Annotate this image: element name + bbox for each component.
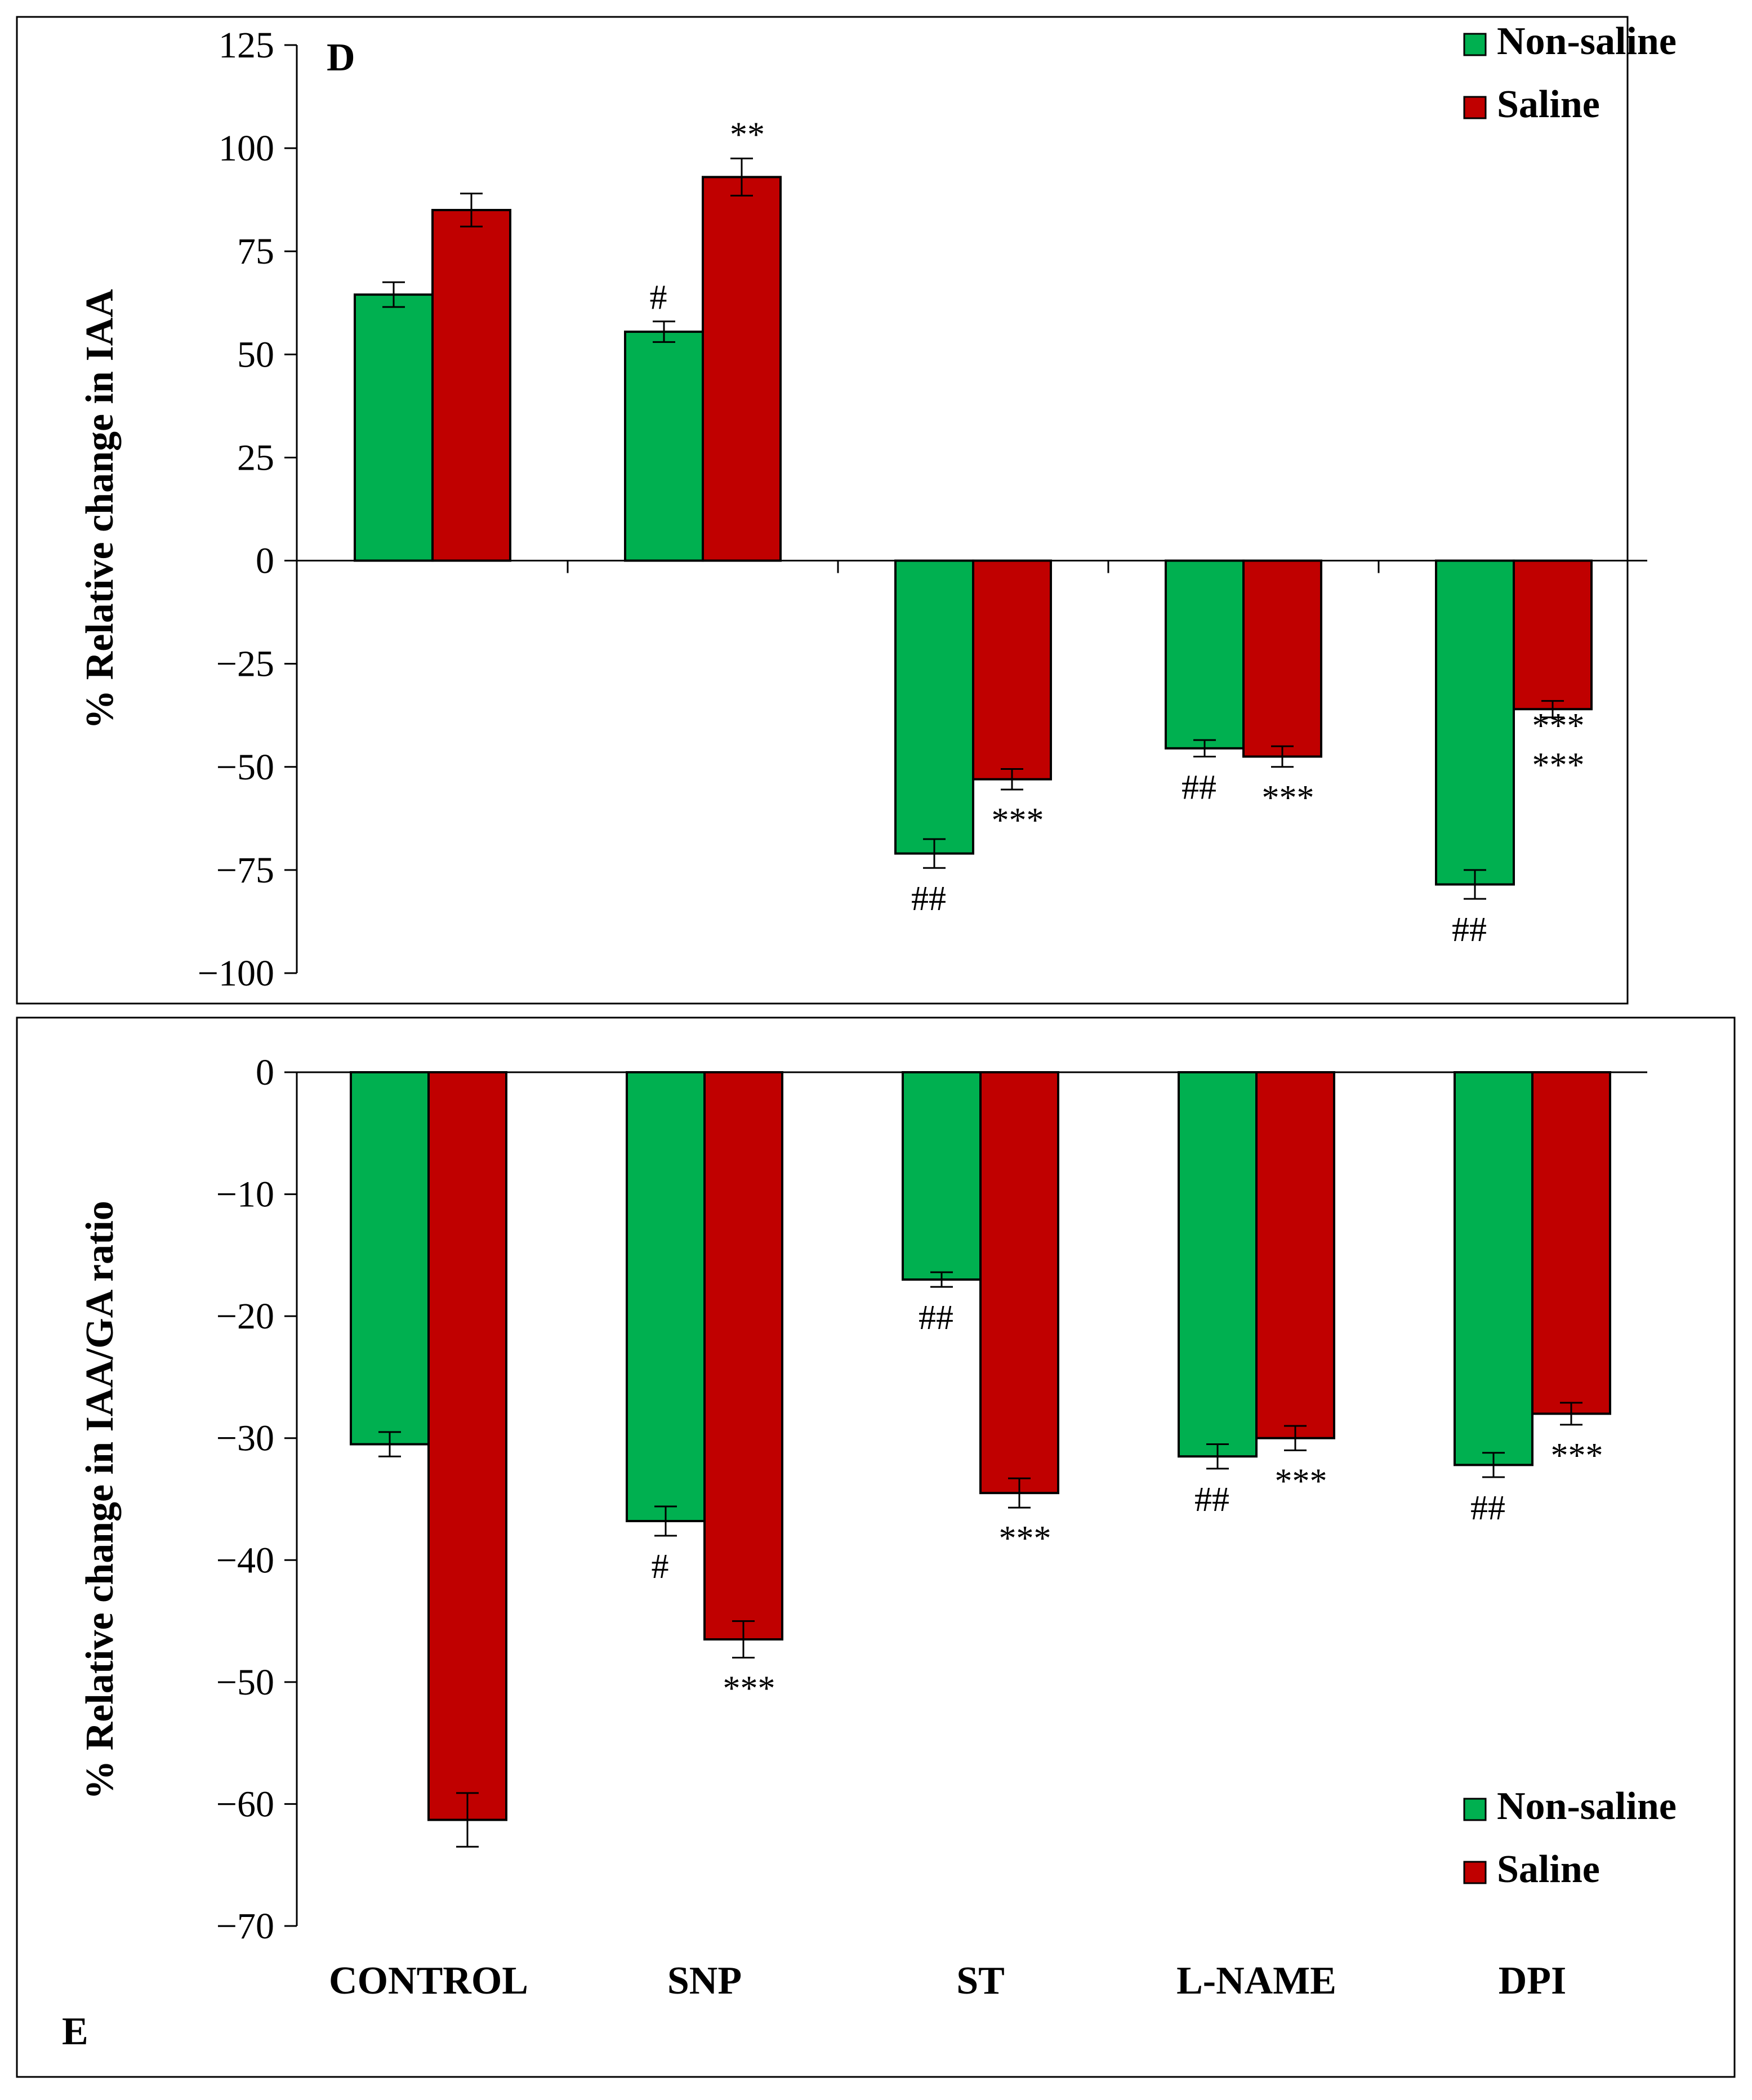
legend-swatch-saline [1463, 96, 1487, 119]
y-tick-label: 0 [256, 1052, 274, 1093]
legend-label: Saline [1497, 83, 1600, 126]
y-tick-label: −100 [198, 953, 274, 994]
significance-mark: *** [992, 801, 1044, 840]
category-label: CONTROL [329, 1959, 528, 2003]
bar-non-saline-control [354, 293, 434, 562]
significance-mark: *** [1275, 1462, 1327, 1500]
significance-mark: *** [1262, 779, 1314, 817]
legend-label: Non-saline [1497, 20, 1677, 63]
y-tick-label: −40 [216, 1540, 274, 1581]
bar-non-saline-st [902, 1071, 982, 1281]
significance-mark: *** [723, 1670, 775, 1708]
legend-swatch-non-saline [1463, 1798, 1487, 1821]
bar-non-saline-st [894, 559, 974, 855]
bar-non-saline-snp [626, 1071, 706, 1522]
significance-mark: ## [1182, 768, 1216, 806]
category-label: DPI [1499, 1959, 1567, 2003]
panel-d-chart: 125 100 75 50 25 0 −25 −50 −75 −100 # ** ## *** ## *** #… [16, 16, 1677, 1005]
bar-saline-st [972, 559, 1052, 781]
category-label: ST [956, 1959, 1005, 2003]
y-tick-label: −10 [216, 1174, 274, 1215]
legend: Non-saline Saline [1463, 1785, 1677, 1891]
legend-swatch-saline [1463, 1861, 1487, 1884]
y-tick-label: −60 [216, 1784, 274, 1825]
bar-non-saline-dpi [1435, 559, 1515, 886]
bar-saline-dpi [1531, 1071, 1611, 1415]
y-tick-label: −30 [216, 1418, 274, 1459]
y-tick-label: 25 [237, 437, 274, 478]
bar-non-saline-l-name [1178, 1071, 1258, 1458]
significance-mark: *** [1532, 746, 1585, 784]
bar-saline-control [427, 1071, 507, 1821]
bar-saline-snp [703, 1071, 783, 1641]
y-tick-label: 50 [237, 334, 274, 375]
legend-label: Saline [1497, 1848, 1600, 1891]
y-tick-label: 100 [219, 128, 274, 169]
bar-non-saline-snp [624, 331, 704, 562]
legend-swatch-non-saline [1463, 33, 1487, 56]
y-tick-label: −50 [216, 747, 274, 788]
y-tick-label: −20 [216, 1296, 274, 1337]
bar-non-saline-l-name [1165, 559, 1245, 750]
y-axis-label: % Relative change in IAA/GA ratio [78, 1201, 122, 1800]
y-axis-label: % Relative change in IAA [78, 289, 122, 729]
category-label: SNP [667, 1959, 742, 2003]
y-tick-label: −25 [216, 644, 274, 685]
panel-e-chart: 0 −10 −20 −30 −40 −50 −60 −70 CONTROL SNP ST L-NAME… [16, 1016, 1736, 2078]
bar-saline-control [431, 208, 511, 562]
significance-mark: ## [919, 1299, 953, 1337]
legend: Non-saline Saline [1463, 20, 1677, 126]
panel-frame [16, 1016, 1736, 2078]
significance-mark: # [652, 1548, 669, 1586]
bar-non-saline-control [350, 1071, 430, 1446]
significance-mark: ## [1470, 1489, 1505, 1527]
significance-mark: *** [1551, 1437, 1603, 1475]
significance-mark: # [650, 279, 667, 317]
bar-saline-dpi [1513, 559, 1593, 711]
bar-saline-snp [702, 176, 782, 562]
y-tick-label: −70 [216, 1906, 274, 1947]
panel-letter: D [327, 36, 355, 79]
y-tick-label: 0 [256, 541, 274, 582]
y-tick-label: 125 [219, 25, 274, 66]
legend-label: Non-saline [1497, 1785, 1677, 1828]
y-tick-label: 75 [237, 231, 274, 272]
significance-mark: *** [1532, 707, 1585, 745]
category-label: L-NAME [1176, 1959, 1336, 2003]
significance-mark: ** [730, 115, 765, 154]
y-tick-label: −50 [216, 1662, 274, 1703]
significance-mark: ## [1452, 911, 1487, 949]
y-tick-label: −75 [216, 850, 274, 891]
significance-mark: ## [1194, 1481, 1229, 1519]
bar-non-saline-dpi [1454, 1071, 1533, 1466]
panel-letter: E [62, 2010, 88, 2053]
significance-mark: ## [911, 880, 946, 918]
bar-saline-l-name [1255, 1071, 1335, 1439]
panel-frame [16, 16, 1629, 1005]
bar-saline-st [979, 1071, 1059, 1495]
significance-mark: *** [999, 1519, 1051, 1558]
bar-saline-l-name [1242, 559, 1322, 758]
